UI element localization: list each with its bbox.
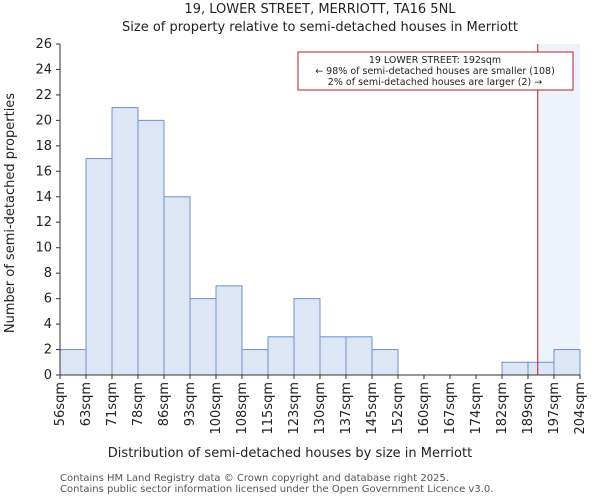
y-tick-label: 22 [35, 88, 52, 103]
x-tick-label: 56sqm [53, 382, 68, 426]
y-tick-label: 26 [35, 37, 52, 52]
annotation-line-1: 19 LOWER STREET: 192sqm [369, 55, 501, 66]
x-tick-label: 78sqm [131, 382, 146, 426]
bar-100sqm [215, 285, 243, 376]
x-tick-label: 93sqm [183, 382, 198, 426]
y-tick-label: 24 [35, 62, 52, 77]
bar-56sqm [59, 349, 87, 376]
x-tick-label: 197sqm [547, 382, 562, 435]
x-tick-label: 145sqm [365, 382, 380, 435]
bar-63sqm [85, 158, 113, 376]
y-tick-label: 14 [35, 190, 52, 205]
bar-189sqm [527, 361, 555, 376]
chart-title: 19, LOWER STREET, MERRIOTT, TA16 5NL [184, 2, 456, 17]
x-tick-label: 189sqm [521, 382, 536, 435]
x-tick-label: 123sqm [287, 382, 302, 435]
y-tick-label: 4 [44, 317, 52, 332]
x-axis-title: Distribution of semi-detached houses by … [108, 446, 472, 461]
y-tick-label: 18 [35, 139, 52, 154]
x-tick-label: 100sqm [209, 382, 224, 435]
x-tick-label: 167sqm [443, 382, 458, 435]
bar-93sqm [189, 298, 217, 376]
y-tick-label: 16 [35, 164, 52, 179]
footer-attribution-1: Contains HM Land Registry data © Crown c… [60, 473, 449, 484]
larger-region-shade [537, 44, 580, 375]
x-tick-label: 174sqm [469, 382, 484, 435]
x-tick-label: 115sqm [261, 382, 276, 435]
y-tick-label: 10 [35, 241, 52, 256]
bar-115sqm [267, 336, 295, 376]
bar-71sqm [111, 107, 139, 376]
x-tick-label: 204sqm [573, 382, 588, 435]
x-tick-label: 130sqm [313, 382, 328, 435]
y-tick-label: 8 [44, 266, 52, 281]
y-tick-label: 0 [44, 368, 52, 383]
x-tick-label: 71sqm [105, 382, 120, 426]
chart-subtitle: Size of property relative to semi-detach… [122, 20, 518, 35]
x-tick-label: 137sqm [339, 382, 354, 435]
x-tick-label: 182sqm [495, 382, 510, 435]
y-tick-label: 12 [35, 215, 52, 230]
bar-130sqm [319, 336, 347, 376]
bar-137sqm [345, 336, 373, 376]
bar-182sqm [501, 361, 529, 376]
bar-86sqm [163, 196, 191, 376]
y-tick-label: 20 [35, 113, 52, 128]
bar-197sqm [553, 349, 581, 376]
x-tick-label: 108sqm [235, 382, 250, 435]
bar-78sqm [137, 119, 165, 376]
annotation-line-2: ← 98% of semi-detached houses are smalle… [315, 66, 555, 77]
x-tick-label: 160sqm [417, 382, 432, 435]
y-tick-label: 6 [44, 292, 52, 307]
bar-145sqm [371, 349, 399, 376]
y-tick-label: 2 [44, 343, 52, 358]
x-tick-label: 86sqm [157, 382, 172, 426]
bar-108sqm [241, 349, 269, 376]
y-axis-title: Number of semi-detached properties [3, 93, 18, 333]
bar-123sqm [293, 298, 321, 376]
annotation-box [297, 51, 574, 91]
x-tick-label: 63sqm [79, 382, 94, 426]
footer-attribution-2: Contains public sector information licen… [60, 484, 494, 495]
annotation-line-3: 2% of semi-detached houses are larger (2… [328, 77, 542, 88]
x-tick-label: 152sqm [391, 382, 406, 435]
